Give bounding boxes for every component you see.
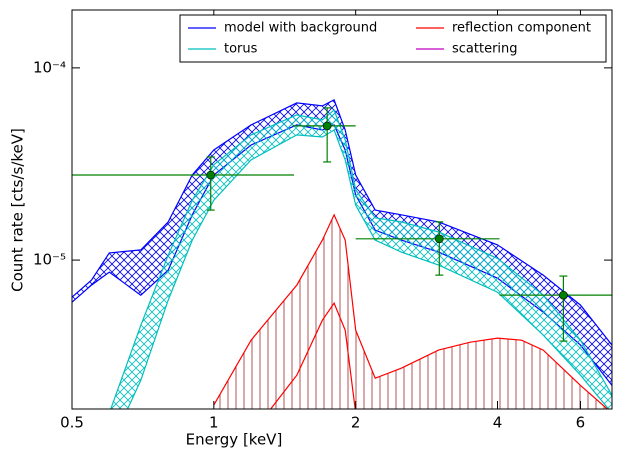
band-upper-line bbox=[72, 99, 612, 346]
legend-label: torus bbox=[224, 42, 258, 57]
band-fill bbox=[72, 99, 612, 386]
legend-label: scattering bbox=[452, 42, 518, 57]
band-fill bbox=[213, 214, 608, 409]
plot-area bbox=[72, 99, 612, 409]
x-tick-label: 2 bbox=[351, 414, 361, 432]
x-axis-label: Energy [keV] bbox=[186, 431, 283, 449]
data-point bbox=[322, 121, 332, 131]
band-upper-line bbox=[213, 213, 609, 409]
band-upper-line bbox=[110, 108, 612, 409]
x-tick-label: 0.5 bbox=[60, 414, 84, 432]
legend-box bbox=[179, 14, 607, 63]
y-tick-label: 10⁻⁴ bbox=[33, 58, 66, 76]
y-axis-label: Count rate [cts/s/keV] bbox=[9, 128, 27, 292]
legend: model with background torus reflection com… bbox=[179, 14, 607, 63]
plot-frame bbox=[71, 9, 613, 410]
y-tick-label: 10⁻⁵ bbox=[33, 251, 66, 269]
legend-label: reflection component bbox=[452, 21, 591, 36]
data-point bbox=[206, 170, 216, 180]
x-tick-label: 4 bbox=[493, 414, 503, 432]
x-tick-label: 1 bbox=[209, 414, 219, 432]
band-lower-line bbox=[126, 129, 610, 409]
data-point bbox=[435, 234, 444, 244]
band-lower-line bbox=[269, 301, 356, 409]
x-tick-label: 6 bbox=[576, 414, 586, 432]
legend-label: model with background bbox=[224, 21, 377, 36]
data-point bbox=[559, 290, 568, 300]
